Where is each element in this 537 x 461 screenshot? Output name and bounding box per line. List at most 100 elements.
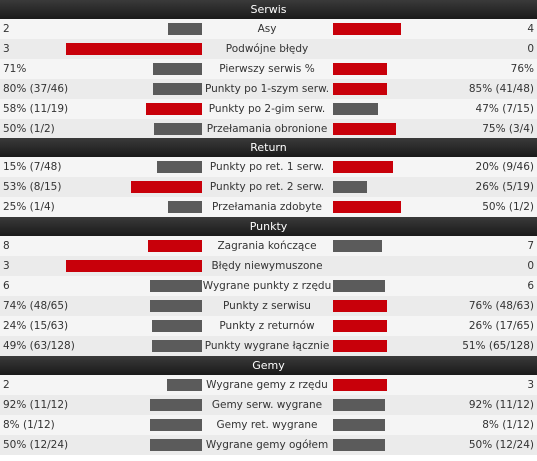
section-header-punkty: Punkty [0, 217, 537, 236]
right-stat-bar [333, 123, 396, 135]
left-player-value: 53% (8/15) [3, 181, 62, 193]
stat-row: 53% (8/15) Punkty po ret. 2 serw. 26% (5/1… [0, 177, 537, 197]
stat-label: Gemy serw. wygrane [211, 399, 323, 411]
stat-row: 92% (11/12) Gemy serw. wygrane 92% (11/12) [0, 395, 537, 415]
left-stat-bar [148, 240, 202, 252]
left-player-value: 80% (37/46) [3, 83, 69, 95]
right-stat-bar [333, 419, 385, 431]
left-stat-bar [168, 23, 202, 35]
right-player-value: 76% [510, 63, 534, 75]
left-stat-bar [157, 161, 202, 173]
left-stat-bar [152, 320, 202, 332]
left-stat-bar [150, 399, 202, 411]
right-stat-bar [333, 63, 387, 75]
stat-label: Podwójne błędy [225, 43, 309, 55]
right-player-value: 75% (3/4) [482, 123, 534, 135]
right-player-value: 0 [527, 43, 534, 55]
right-player-value: 4 [527, 23, 534, 35]
left-player-value: 71% [3, 63, 27, 75]
stat-row: 3 Podwójne błędy 0 [0, 39, 537, 59]
left-stat-bar [66, 43, 202, 55]
left-stat-bar [168, 201, 202, 213]
left-player-value: 8 [3, 240, 10, 252]
left-player-value: 8% (1/12) [3, 419, 55, 431]
right-stat-bar [333, 399, 385, 411]
right-player-value: 76% (48/63) [468, 300, 534, 312]
left-player-value: 50% (1/2) [3, 123, 55, 135]
stat-label: Wygrane punkty z rzędu [202, 280, 332, 292]
right-player-value: 50% (12/24) [468, 439, 534, 451]
stat-label: Punkty z serwisu [223, 300, 311, 312]
right-stat-bar [333, 103, 378, 115]
left-stat-bar [146, 103, 202, 115]
right-player-value: 8% (1/12) [482, 419, 534, 431]
left-player-value: 58% (11/19) [3, 103, 69, 115]
stat-label: Wygrane gemy z rzędu [206, 379, 328, 391]
section-header-serwis: Serwis [0, 0, 537, 19]
right-stat-bar [333, 280, 385, 292]
stat-row: 8% (1/12) Gemy ret. wygrane 8% (1/12) [0, 415, 537, 435]
left-player-value: 2 [3, 23, 10, 35]
right-stat-bar [333, 379, 387, 391]
left-stat-bar [150, 280, 202, 292]
stat-label: Przełamania zdobyte [212, 201, 322, 213]
right-player-value: 85% (41/48) [468, 83, 534, 95]
left-stat-bar [150, 300, 202, 312]
right-stat-bar [333, 161, 393, 173]
stat-row: 15% (7/48) Punkty po ret. 1 serw. 20% (9/4… [0, 157, 537, 177]
left-stat-bar [131, 181, 202, 193]
stat-label: Gemy ret. wygrane [216, 419, 318, 431]
right-stat-bar [333, 439, 385, 451]
left-player-value: 15% (7/48) [3, 161, 62, 173]
stat-label: Wygrane gemy ogółem [205, 439, 329, 451]
section-header-gemy: Gemy [0, 356, 537, 375]
left-player-value: 2 [3, 379, 10, 391]
left-stat-bar [152, 340, 202, 352]
right-player-value: 26% (5/19) [475, 181, 534, 193]
stat-label: Zagrania kończące [217, 240, 317, 252]
right-player-value: 50% (1/2) [482, 201, 534, 213]
left-player-value: 92% (11/12) [3, 399, 69, 411]
stat-row: 2 Asy 4 [0, 19, 537, 39]
stat-row: 71% Pierwszy serwis % 76% [0, 59, 537, 79]
right-player-value: 20% (9/46) [475, 161, 534, 173]
stat-row: 49% (63/128) Punkty wygrane łącznie 51% (6… [0, 336, 537, 356]
stat-label: Pierwszy serwis % [219, 63, 315, 75]
left-stat-bar [150, 439, 202, 451]
left-player-value: 49% (63/128) [3, 340, 75, 352]
right-player-value: 3 [527, 379, 534, 391]
left-stat-bar [66, 260, 202, 272]
left-player-value: 24% (15/63) [3, 320, 69, 332]
right-player-value: 26% (17/65) [468, 320, 534, 332]
stat-label: Asy [257, 23, 277, 35]
right-stat-bar [333, 340, 387, 352]
left-stat-bar [154, 123, 202, 135]
left-player-value: 50% (12/24) [3, 439, 69, 451]
right-player-value: 0 [527, 260, 534, 272]
stat-row: 58% (11/19) Punkty po 2-gim serw. 47% (7/1… [0, 99, 537, 119]
left-stat-bar [150, 419, 202, 431]
stat-row: 24% (15/63) Punkty z returnów 26% (17/65) [0, 316, 537, 336]
stat-label: Punkty po ret. 2 serw. [209, 181, 325, 193]
left-player-value: 74% (48/65) [3, 300, 69, 312]
right-player-value: 7 [527, 240, 534, 252]
stat-label: Przełamania obronione [206, 123, 328, 135]
stat-row: 8 Zagrania kończące 7 [0, 236, 537, 256]
right-stat-bar [333, 23, 401, 35]
left-player-value: 3 [3, 260, 10, 272]
left-player-value: 25% (1/4) [3, 201, 55, 213]
right-player-value: 92% (11/12) [468, 399, 534, 411]
stat-label: Punkty wygrane łącznie [204, 340, 330, 352]
stat-row: 80% (37/46) Punkty po 1-szym serw. 85% (41… [0, 79, 537, 99]
left-player-value: 6 [3, 280, 10, 292]
left-player-value: 3 [3, 43, 10, 55]
right-player-value: 51% (65/128) [462, 340, 534, 352]
stat-row: 2 Wygrane gemy z rzędu 3 [0, 375, 537, 395]
right-stat-bar [333, 201, 401, 213]
stat-label: Punkty po 1-szym serw. [204, 83, 330, 95]
stat-label: Punkty z returnów [219, 320, 315, 332]
stat-label: Błędy niewymuszone [211, 260, 323, 272]
right-stat-bar [333, 240, 382, 252]
left-stat-bar [167, 379, 202, 391]
